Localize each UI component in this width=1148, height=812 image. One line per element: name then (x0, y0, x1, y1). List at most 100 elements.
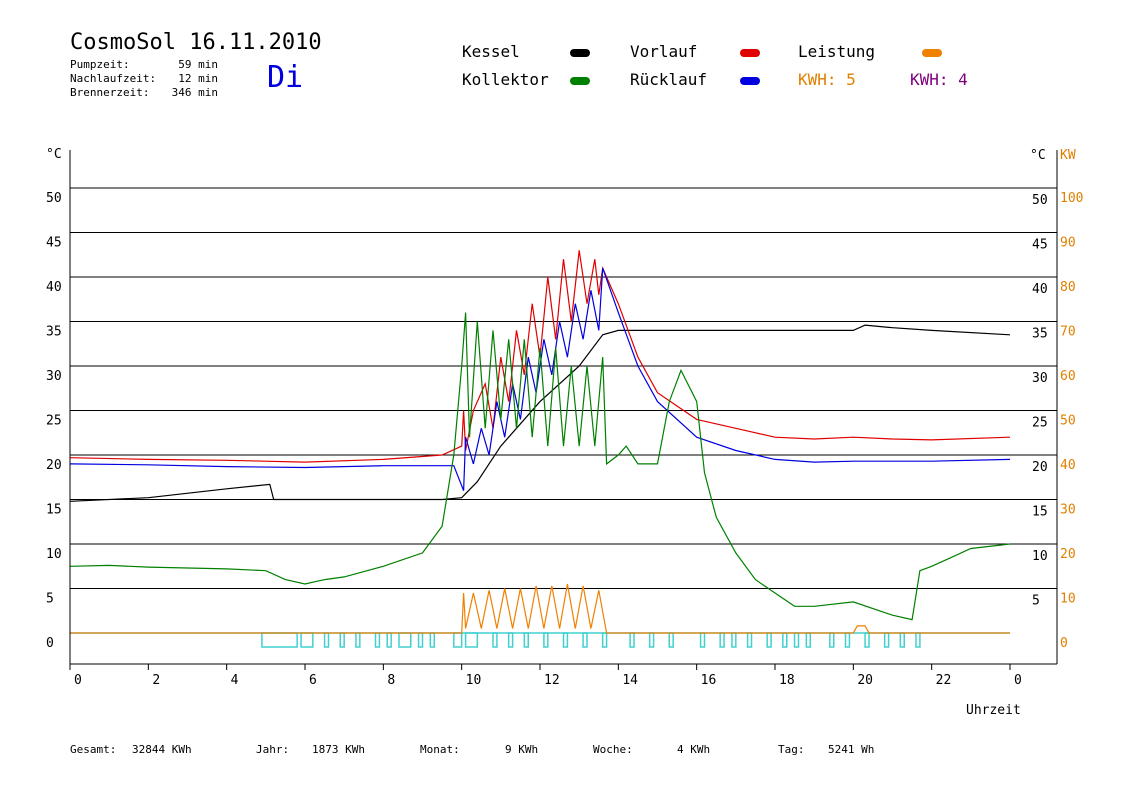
pump-interval (719, 632, 725, 648)
footer-monat-value: 9 KWh (505, 743, 539, 756)
y-tick-label-left: 10 (46, 547, 62, 562)
x-tick-label: 12 (544, 673, 560, 688)
pump-interval (746, 632, 753, 648)
axis-layer (69, 150, 1058, 665)
pump-interval (507, 632, 514, 648)
stat-pumpzeit-value: 59 min (178, 58, 218, 71)
pump-interval (629, 632, 635, 648)
series-line-rcklauf (69, 267, 1011, 491)
pump-interval (766, 632, 772, 648)
pump-interval (339, 632, 345, 648)
pump-interval (915, 632, 921, 648)
pump-interval (374, 632, 381, 648)
page-title: CosmoSol 16.11.2010 (70, 30, 322, 55)
pump-interval (261, 632, 298, 648)
legend-ruecklauf-label: Rücklauf (630, 70, 708, 89)
legend-leistung-label: Leistung (798, 42, 876, 61)
y-tick-label-power: 100 (1060, 191, 1083, 206)
pump-interval (805, 632, 811, 648)
stat-nachlaufzeit-value: 12 min (178, 72, 218, 85)
pump-interval (323, 632, 330, 648)
pump-interval (864, 632, 870, 648)
pump-interval (668, 632, 674, 648)
x-tick-label: 18 (779, 673, 795, 688)
pump-interval (648, 632, 655, 648)
pump-interval (429, 632, 436, 648)
series-line-vorlauf (69, 250, 1011, 463)
y-tick-label-left: 0 (46, 636, 54, 651)
stat-label: Brennerzeit: (70, 86, 150, 99)
x-axis-label: Uhrzeit (966, 703, 1021, 718)
footer-woche-value: 4 KWh (677, 743, 711, 756)
y-tick-label-power: 90 (1060, 236, 1076, 251)
x-tick-label: 2 (152, 673, 160, 688)
pump-interval (464, 632, 479, 648)
legend-vorlauf-label: Vorlauf (630, 42, 698, 61)
y-tick-label-left: 25 (46, 414, 62, 429)
y-tick-label-power: 20 (1060, 547, 1076, 562)
footer-gesamt-value: 32844 KWh (132, 743, 192, 756)
y-tick-label-right: 15 (1032, 505, 1048, 520)
pump-interval (417, 632, 424, 648)
footer-tag-value: 5241 Wh (828, 743, 875, 756)
stat-brennerzeit: Brennerzeit: (70, 86, 149, 99)
pump-interval (844, 632, 851, 648)
legend-kwh-2: KWH: 4 (910, 70, 968, 89)
pump-interval (883, 632, 890, 648)
pump-interval (355, 632, 361, 648)
y-tick-label-left: 45 (46, 236, 62, 251)
pump-interval (386, 632, 392, 648)
pump-layer (261, 632, 921, 648)
pump-interval (793, 632, 800, 648)
y-tick-label-power: 70 (1060, 325, 1076, 340)
pump-interval (543, 632, 549, 648)
x-tick-label: 0 (74, 673, 82, 688)
y-tick-label-right: 25 (1032, 416, 1048, 431)
pump-interval (300, 632, 314, 648)
pump-interval (699, 632, 706, 648)
legend-leistung-swatch (922, 49, 942, 57)
footer-jahr-label: Jahr: (256, 743, 290, 756)
weekday-label: Di (267, 60, 304, 95)
stat-pumpzeit: Pumpzeit: (70, 58, 130, 71)
y-tick-label-right: 35 (1032, 327, 1048, 342)
pump-interval (601, 632, 608, 648)
x-tick-label: 0 (1014, 673, 1022, 688)
x-tick-label: 8 (387, 673, 395, 688)
stat-nachlaufzeit: Nachlaufzeit: (70, 72, 156, 85)
y-tick-label-right: 40 (1032, 282, 1048, 297)
pump-interval (492, 632, 498, 648)
y-tick-label-power: 30 (1060, 503, 1076, 518)
series-line-kessel (69, 324, 1011, 502)
y-tick-label-power: 0 (1060, 636, 1068, 651)
pump-interval (899, 632, 905, 648)
legend-kessel-swatch (570, 49, 590, 57)
series-layer (69, 250, 1011, 634)
legend-ruecklauf-swatch (740, 77, 760, 85)
x-tick-label: 6 (309, 673, 317, 688)
y-tick-label-right: 20 (1032, 460, 1048, 475)
x-tick-label: 10 (466, 673, 482, 688)
footer-tag-label: Tag: (778, 743, 805, 756)
legend-vorlauf-swatch (740, 49, 760, 57)
x-tick-label: 16 (701, 673, 717, 688)
y-tick-label-power: 40 (1060, 458, 1076, 473)
y-tick-label-left: 15 (46, 503, 62, 518)
pump-interval (731, 632, 737, 648)
pump-interval (523, 632, 529, 648)
series-line-leistung (70, 583, 1010, 634)
grid-layer (70, 187, 1057, 634)
y-tick-label-right: 5 (1032, 594, 1040, 609)
y-tick-label-left: 20 (46, 458, 62, 473)
legend-kollektor-swatch (570, 77, 590, 85)
y-tick-label-left: 50 (46, 191, 62, 206)
y-tick-label-power: 50 (1060, 414, 1076, 429)
y-axis-power-unit: KW (1060, 148, 1076, 163)
legend-kessel-label: Kessel (462, 42, 520, 61)
footer-gesamt-label: Gesamt: (70, 743, 117, 756)
y-tick-label-power: 10 (1060, 592, 1076, 607)
footer-jahr-value: 1873 KWh (312, 743, 365, 756)
y-tick-label-left: 40 (46, 280, 62, 295)
pump-interval (562, 632, 569, 648)
y-tick-label-left: 35 (46, 325, 62, 340)
